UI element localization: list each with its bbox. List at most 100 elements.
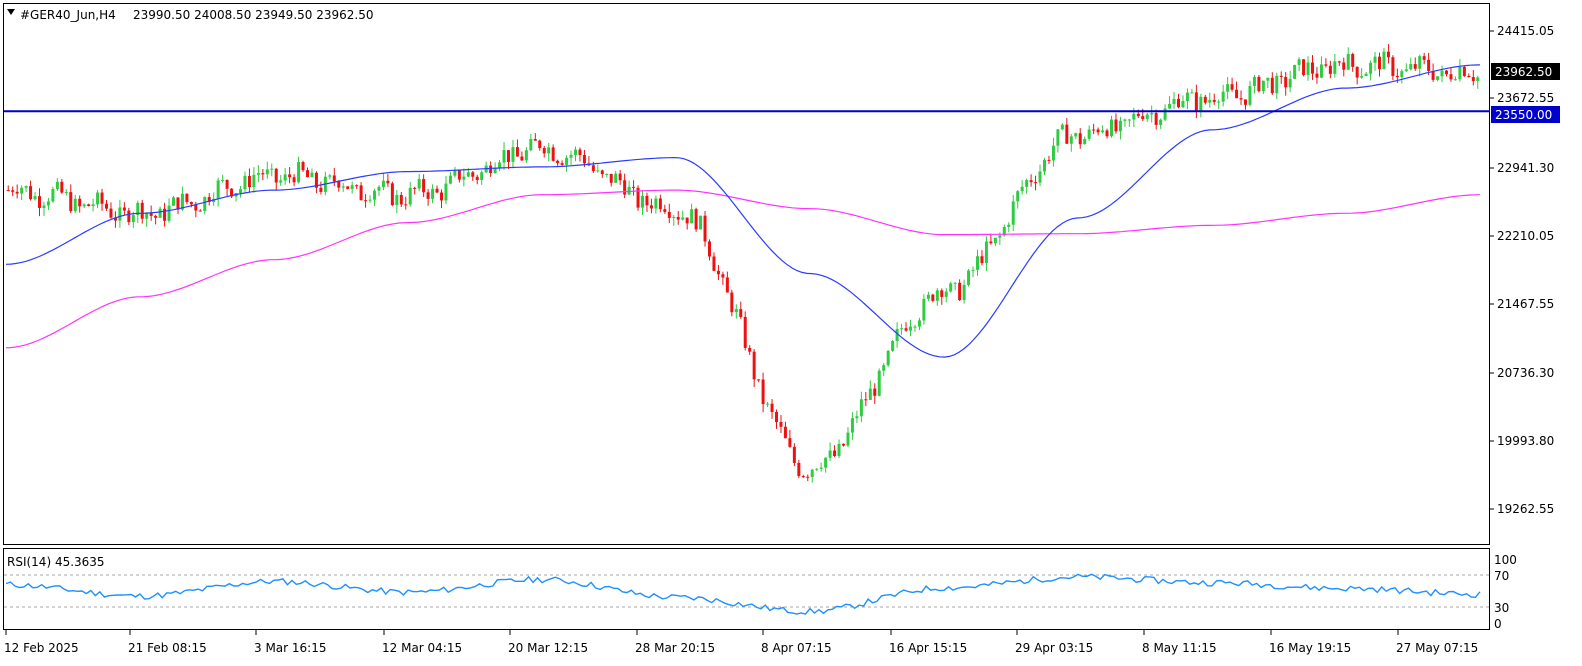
candle-body [868,388,872,400]
candle-body [855,416,859,419]
candle-body [1386,51,1390,58]
candle-body [69,192,73,212]
candle-body [1297,59,1301,65]
time-axis: 12 Feb 2025 21 Feb 08:15 3 Mar 16:15 12 Mar… [4,630,1478,655]
candle-body [694,209,698,230]
ohlc-readout: 23990.50 24008.50 23949.50 23962.50 [133,8,373,22]
candle-body [33,196,37,200]
candle-body [953,282,957,284]
candle-body [1279,75,1283,77]
time-tick-label: 29 Apr 03:15 [1015,641,1093,655]
candle-body [230,188,234,197]
symbol-title: #GER40_Jun,H4 [20,8,116,22]
candle-body [775,411,778,423]
candle-body [373,190,376,200]
candle-body [140,202,144,219]
candle-body [1047,159,1051,161]
candle-body [739,309,743,317]
candle-body [502,150,506,163]
price-tick-label: 19993.80 [1497,434,1554,448]
candle-body [1096,129,1100,133]
candle-body [1060,124,1064,130]
candle-body [949,283,953,292]
candle-body [864,399,868,401]
candle-body [993,237,997,244]
candle-body [42,205,46,208]
time-tick-label: 27 May 07:15 [1396,641,1478,655]
candle-body [931,294,935,301]
candle-body [1391,57,1395,76]
candle-body [1190,92,1194,94]
candle-body [1248,86,1252,105]
candle-body [618,173,622,181]
candle-body [1239,98,1243,100]
candle-body [1284,76,1288,88]
candle-body [118,207,122,221]
candle-body [632,186,636,188]
candle-body [1078,133,1082,145]
candle-body [1163,108,1167,120]
candle-body [886,350,890,366]
candle-body [207,197,211,203]
candle-body [261,173,265,175]
candle-body [828,450,832,458]
candle-body [475,176,479,180]
candle-body [1141,116,1145,120]
candle-body [824,457,828,468]
candle-body [399,194,403,205]
candle-body [270,168,274,170]
candle-body [96,192,100,205]
candle-body [533,139,537,141]
time-tick-label: 21 Feb 08:15 [128,641,207,655]
candle-body [520,156,524,161]
candle-body [1462,66,1466,76]
candle-body [448,175,452,184]
candle-body [1364,73,1368,77]
candle-body [225,180,229,189]
candle-body [1114,119,1118,132]
candle-body [1011,201,1015,225]
candle-body [426,192,430,199]
candle-body [716,270,720,275]
current-price-tag [1491,63,1560,80]
candle-body [1422,56,1426,60]
main-pane-frame [3,3,1490,545]
candle-body [748,347,752,352]
candle-body [649,205,653,209]
candle-body [1038,171,1042,183]
candle-body [1203,96,1207,103]
candle-body [105,203,108,209]
candle-body [1154,113,1158,125]
candle-body [145,212,149,219]
candle-body [935,290,939,301]
candle-body [1413,64,1417,69]
candle-body [163,208,167,221]
candle-body [136,202,140,216]
candle-body [279,180,283,183]
candle-body [359,185,363,201]
candle-body [1105,130,1109,137]
candle-body [877,370,881,396]
candle-body [404,204,408,206]
candle-body [574,149,577,155]
candle-body [850,418,854,433]
candle-body [51,188,55,202]
collapse-triangle-icon[interactable] [7,9,15,15]
candle-body [578,149,582,156]
candle-body [944,291,948,297]
candle-body [20,187,24,194]
candle-body [926,294,930,299]
candle-body [940,290,944,297]
candle-body [958,282,962,301]
candle-body [909,326,912,331]
candle-body [529,139,533,151]
candle-body [247,175,251,188]
candle-body [1110,119,1113,137]
candle-body [859,399,863,417]
candle-body [1431,70,1435,80]
candle-body [1145,114,1149,120]
candle-body [998,235,1002,238]
candle-body [658,198,662,210]
candle-body [1159,119,1163,125]
rsi-pane-frame [3,548,1490,630]
